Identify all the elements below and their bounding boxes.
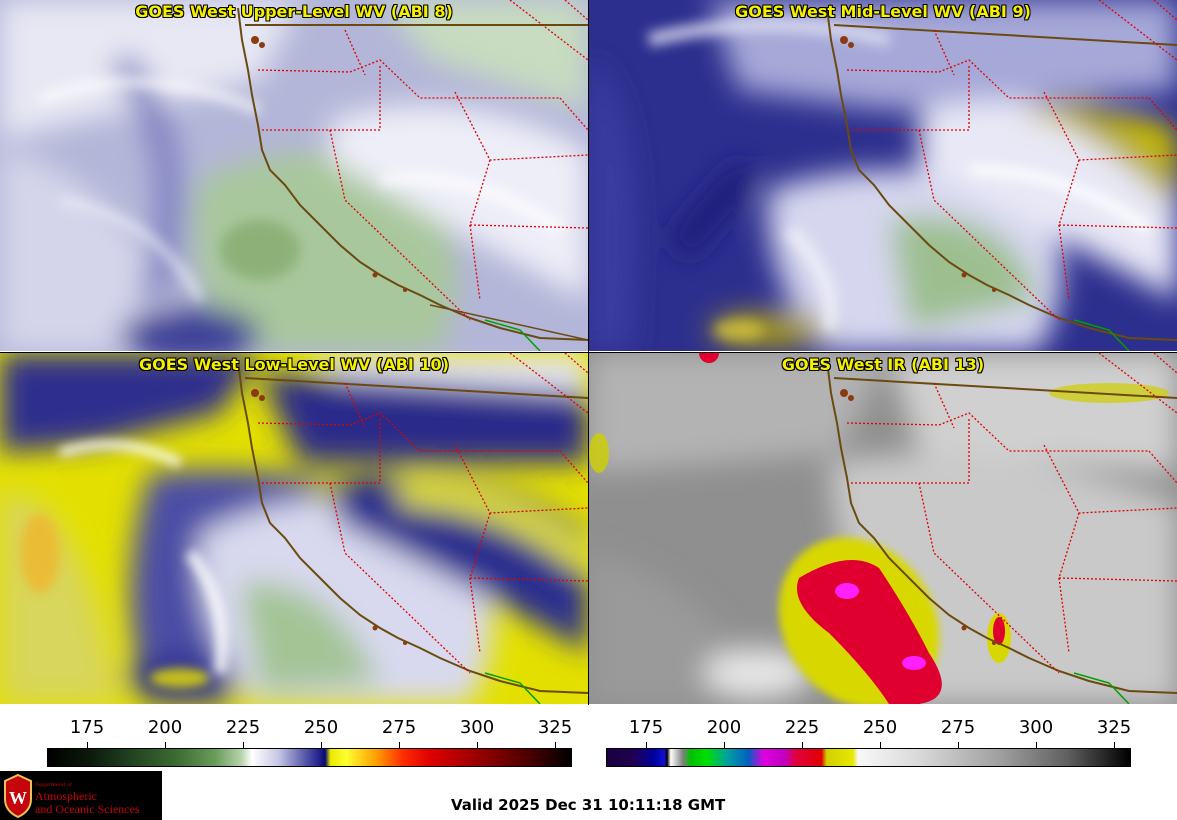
coastline — [237, 360, 588, 694]
logo-dept: Department of — [35, 782, 72, 788]
colorbar-tick-mark — [880, 742, 881, 748]
colorbar-tick-mark — [165, 742, 166, 748]
coastline — [826, 360, 1177, 694]
logo-text-line1: Atmospheric — [35, 789, 97, 803]
colorbar-tick-label: 225 — [225, 717, 261, 738]
uw-aos-logo: W Department of Atmospheric and Oceanic … — [0, 771, 162, 820]
wv-mid-image — [589, 0, 1177, 351]
colorbar-tick-label: 275 — [940, 717, 976, 738]
panel-divider-horizontal — [0, 352, 1177, 353]
colorbar-legend: 175 200 225 250 275 300 325 175 200 225 250 275 300… — [0, 705, 1177, 820]
wv-upper-image — [0, 0, 588, 351]
uw-crest-icon: W — [4, 773, 32, 819]
state-borders — [846, 353, 1177, 674]
colorbar-tick-mark — [399, 742, 400, 748]
panel-ir: GOES West IR (ABI 13) — [589, 353, 1177, 704]
colorbar-tick-mark — [321, 742, 322, 748]
state-borders — [846, 0, 1177, 321]
colorbar-tick-label: 325 — [1096, 717, 1132, 738]
state-borders — [257, 353, 588, 674]
mexico-border — [484, 319, 541, 351]
colorbar-wv — [47, 748, 572, 767]
logo-text-line2: and Oceanic Sciences — [35, 802, 140, 816]
panel-upper-level-wv: GOES West Upper-Level WV (ABI 8) — [0, 0, 588, 351]
colorbar-tick-label: 225 — [784, 717, 820, 738]
colorbar-tick-label: 175 — [69, 717, 105, 738]
colorbar-tick-mark — [802, 742, 803, 748]
colorbar-tick-mark — [555, 742, 556, 748]
valid-time: Valid 2025 Dec 31 10:11:18 GMT — [451, 796, 726, 814]
islands — [840, 389, 996, 645]
panel-title: GOES West Upper-Level WV (ABI 8) — [135, 2, 453, 21]
islands — [251, 36, 407, 292]
colorbar-tick-mark — [646, 742, 647, 748]
colorbar-tick-label: 200 — [706, 717, 742, 738]
colorbar-tick-mark — [1114, 742, 1115, 748]
colorbar-tick-label: 175 — [628, 717, 664, 738]
coastline — [237, 7, 588, 341]
panel-title: GOES West Mid-Level WV (ABI 9) — [735, 2, 1031, 21]
colorbar-tick-mark — [1036, 742, 1037, 748]
panel-mid-level-wv: GOES West Mid-Level WV (ABI 9) — [589, 0, 1177, 351]
colorbar-tick-mark — [243, 742, 244, 748]
svg-text:W: W — [9, 788, 27, 808]
mexico-border — [1073, 319, 1130, 351]
ir-image — [589, 353, 1177, 704]
colorbar-tick-label: 325 — [537, 717, 573, 738]
islands — [251, 389, 407, 645]
colorbar-tick-label: 200 — [147, 717, 183, 738]
colorbar-tick-mark — [87, 742, 88, 748]
colorbar-tick-label: 300 — [459, 717, 495, 738]
colorbar-tick-label: 300 — [1018, 717, 1054, 738]
colorbar-tick-mark — [724, 742, 725, 748]
panel-low-level-wv: GOES West Low-Level WV (ABI 10) — [0, 353, 588, 704]
colorbar-tick-label: 275 — [381, 717, 417, 738]
wv-low-image — [0, 353, 588, 704]
panel-title: GOES West IR (ABI 13) — [781, 355, 985, 374]
colorbar-tick-mark — [958, 742, 959, 748]
colorbar-ir — [606, 748, 1131, 767]
colorbar-tick-mark — [477, 742, 478, 748]
coastline — [826, 7, 1177, 341]
mexico-border — [1073, 672, 1130, 704]
state-borders — [257, 0, 588, 321]
colorbar-tick-label: 250 — [862, 717, 898, 738]
panel-title: GOES West Low-Level WV (ABI 10) — [138, 355, 449, 374]
mexico-border — [484, 672, 541, 704]
islands — [840, 36, 996, 292]
colorbar-tick-label: 250 — [303, 717, 339, 738]
